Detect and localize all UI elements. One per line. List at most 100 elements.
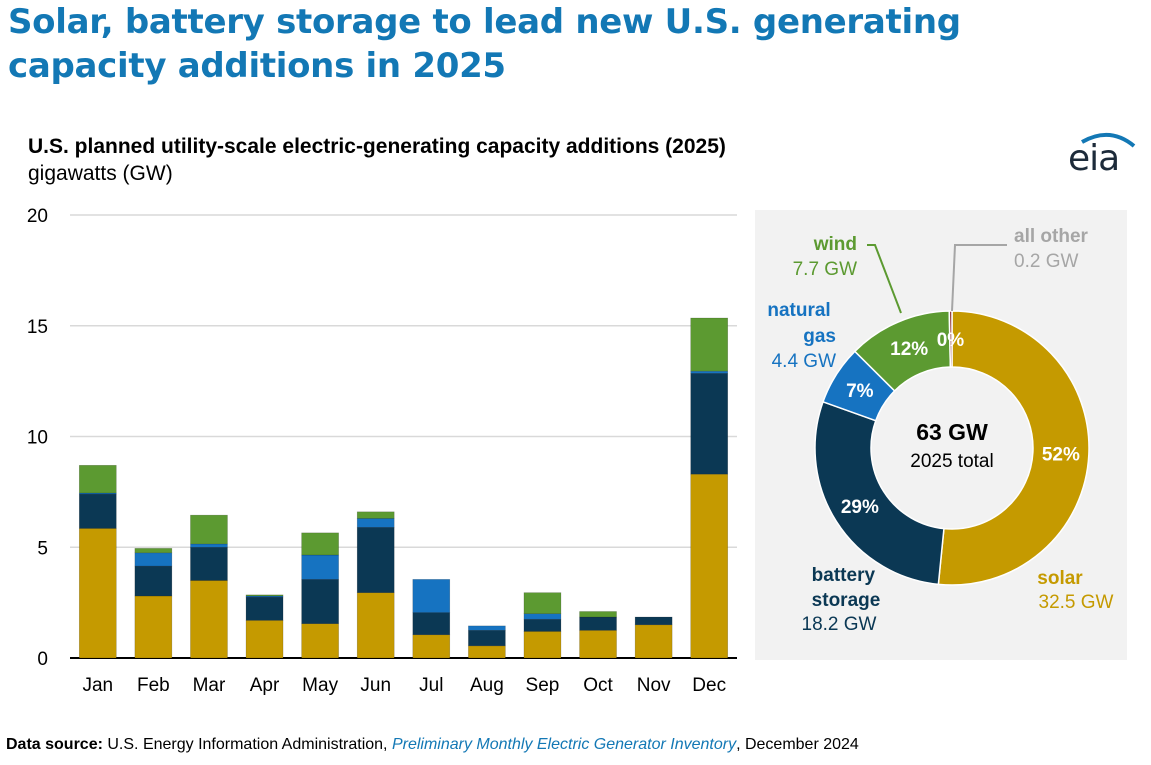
bar-grid (70, 214, 737, 659)
x-tick-labels: Jan Feb Mar Apr May Jun Jul Aug Sep Oct Nov Dec (82, 675, 726, 696)
y-tick-label: 10 (27, 428, 48, 449)
donut-center-label: 2025 total (910, 451, 993, 472)
x-tick-label: May (302, 675, 338, 696)
battery-storage-label-line2: storage (812, 590, 881, 611)
bar-segment-wind (78, 464, 117, 494)
bar-segment-natural-gas (468, 625, 506, 631)
bar-segment-wind (579, 611, 617, 618)
bar-segment-battery-storage (690, 373, 729, 475)
bar-segment-battery-storage (468, 630, 506, 647)
bar-segment-natural-gas (301, 554, 339, 580)
battery-storage-label-line1: battery (812, 565, 876, 586)
donut-slices (814, 310, 1090, 586)
donut-panel: 52% 29% 7% 12% 0% 63 GW 2025 total wind 7.7 … (755, 210, 1127, 660)
natural-gas-value: 4.4 GW (772, 351, 836, 372)
x-tick-label: Jan (82, 675, 113, 696)
donut-slice-battery-storage (814, 400, 945, 586)
bar-segment-battery-storage (412, 612, 451, 636)
y-tick-labels: 0 5 10 15 20 (27, 206, 48, 670)
x-tick-label: Aug (470, 675, 504, 696)
wind-leader-line (867, 244, 902, 314)
x-tick-label: Dec (692, 675, 726, 696)
bar-segment-solar (690, 473, 729, 659)
data-source-note: Data source: U.S. Energy Information Adm… (6, 736, 859, 754)
natural-gas-label: natural gas (767, 300, 836, 347)
bar-segment-solar (190, 580, 228, 659)
natural-gas-label-line2: gas (803, 326, 836, 347)
bar-segment-battery-storage (134, 565, 173, 597)
battery-storage-label: battery storage (812, 565, 881, 611)
chart-title: U.S. planned utility-scale electric-gene… (28, 135, 726, 158)
stacked-bar-chart: 0 5 10 15 20 Jan Feb Mar Apr May Jun Jul Aug Sep Oct N… (27, 206, 737, 696)
bar-segment-solar (634, 624, 673, 659)
x-tick-label: Mar (193, 675, 226, 696)
logo-text: eia (1068, 138, 1120, 179)
bar-segment-solar (78, 528, 117, 659)
bar-segment-battery-storage (579, 616, 617, 631)
bar-segment-battery-storage (78, 493, 117, 529)
bar-segment-solar (134, 595, 173, 659)
bar-segment-solar (468, 645, 506, 659)
bar-segment-solar (523, 631, 562, 659)
all-other-label: all other (1014, 226, 1089, 247)
x-tick-label: Jul (419, 675, 443, 696)
donut-center-value: 63 GW (916, 419, 988, 445)
logo-swoosh-icon (1081, 133, 1136, 148)
x-tick-label: Jun (360, 675, 391, 696)
y-axis-units: gigawatts (GW) (28, 162, 173, 185)
wind-value: 7.7 GW (793, 259, 857, 280)
donut-percent-label: 12% (890, 339, 928, 360)
x-tick-label: Oct (583, 675, 613, 696)
bar-marks (78, 317, 729, 659)
bar-segment-natural-gas (523, 613, 562, 620)
x-tick-label: Sep (526, 675, 560, 696)
source-publication-link[interactable]: Preliminary Monthly Electric Generator I… (391, 736, 737, 753)
source-org: U.S. Energy Information Administration, (107, 736, 388, 753)
wind-label: wind (813, 234, 857, 255)
donut-percent-label: 29% (841, 497, 879, 518)
bar-segment-natural-gas (356, 518, 395, 528)
source-label: Data source: (6, 736, 103, 753)
bar-segment-battery-storage (301, 579, 339, 624)
bar-segment-natural-gas (690, 370, 729, 374)
bar-segment-wind (301, 532, 339, 556)
headline: Solar, battery storage to lead new U.S. … (8, 2, 961, 86)
x-tick-label: Apr (250, 675, 280, 696)
bar-segment-wind (690, 317, 729, 372)
donut-slice-all-other (948, 310, 953, 368)
donut-chart: 52% 29% 7% 12% 0% 63 GW 2025 total wind 7.7 … (767, 226, 1114, 635)
bar-segment-battery-storage (356, 527, 395, 593)
bar-segment-solar (412, 634, 451, 659)
bar-segment-wind (523, 592, 562, 615)
bar-segment-battery-storage (634, 616, 673, 626)
solar-value: 32.5 GW (1039, 592, 1114, 613)
donut-percent-label: 0% (937, 330, 965, 351)
bar-segment-wind (190, 514, 228, 545)
bar-segment-natural-gas (190, 543, 228, 548)
eia-logo: eia (1068, 128, 1140, 180)
bar-segment-solar (356, 592, 395, 659)
y-tick-label: 0 (37, 649, 48, 670)
all-other-value: 0.2 GW (1014, 251, 1078, 272)
bar-segment-solar (245, 620, 284, 659)
bar-segment-battery-storage (523, 618, 562, 632)
all-other-leader-line (951, 244, 1007, 312)
bar-segment-battery-storage (190, 546, 228, 581)
bar-segment-battery-storage (245, 596, 284, 621)
bar-segment-wind (134, 548, 173, 554)
bar-segment-natural-gas (134, 552, 173, 567)
bar-segment-wind (245, 594, 284, 597)
x-tick-label: Nov (637, 675, 671, 696)
y-tick-label: 15 (27, 317, 48, 338)
donut-percent-label: 7% (846, 381, 874, 402)
bar-segment-solar (301, 623, 339, 659)
donut-leader-lines (867, 244, 1007, 314)
battery-storage-value: 18.2 GW (802, 614, 877, 635)
bar-segment-natural-gas (412, 579, 451, 613)
y-tick-label: 5 (37, 538, 48, 559)
bar-segment-solar (579, 630, 617, 659)
bar-segment-wind (356, 511, 395, 519)
donut-percent-label: 52% (1042, 444, 1080, 465)
donut-percent-labels: 52% 29% 7% 12% 0% (841, 330, 1080, 518)
y-tick-label: 20 (27, 206, 48, 227)
